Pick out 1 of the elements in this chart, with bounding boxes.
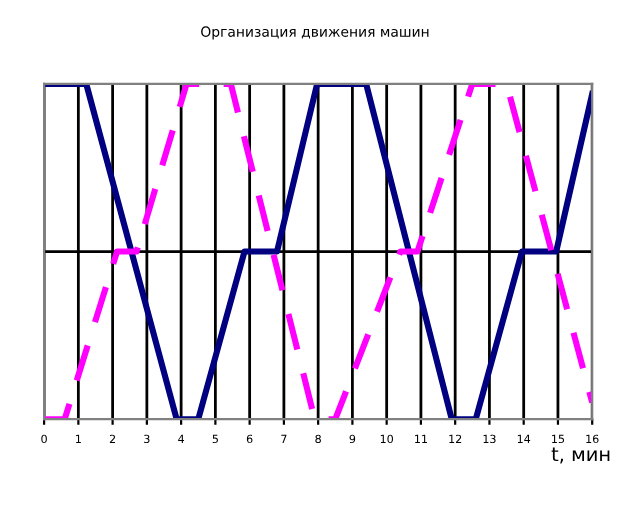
x-axis-title: t, мин [551,447,610,464]
